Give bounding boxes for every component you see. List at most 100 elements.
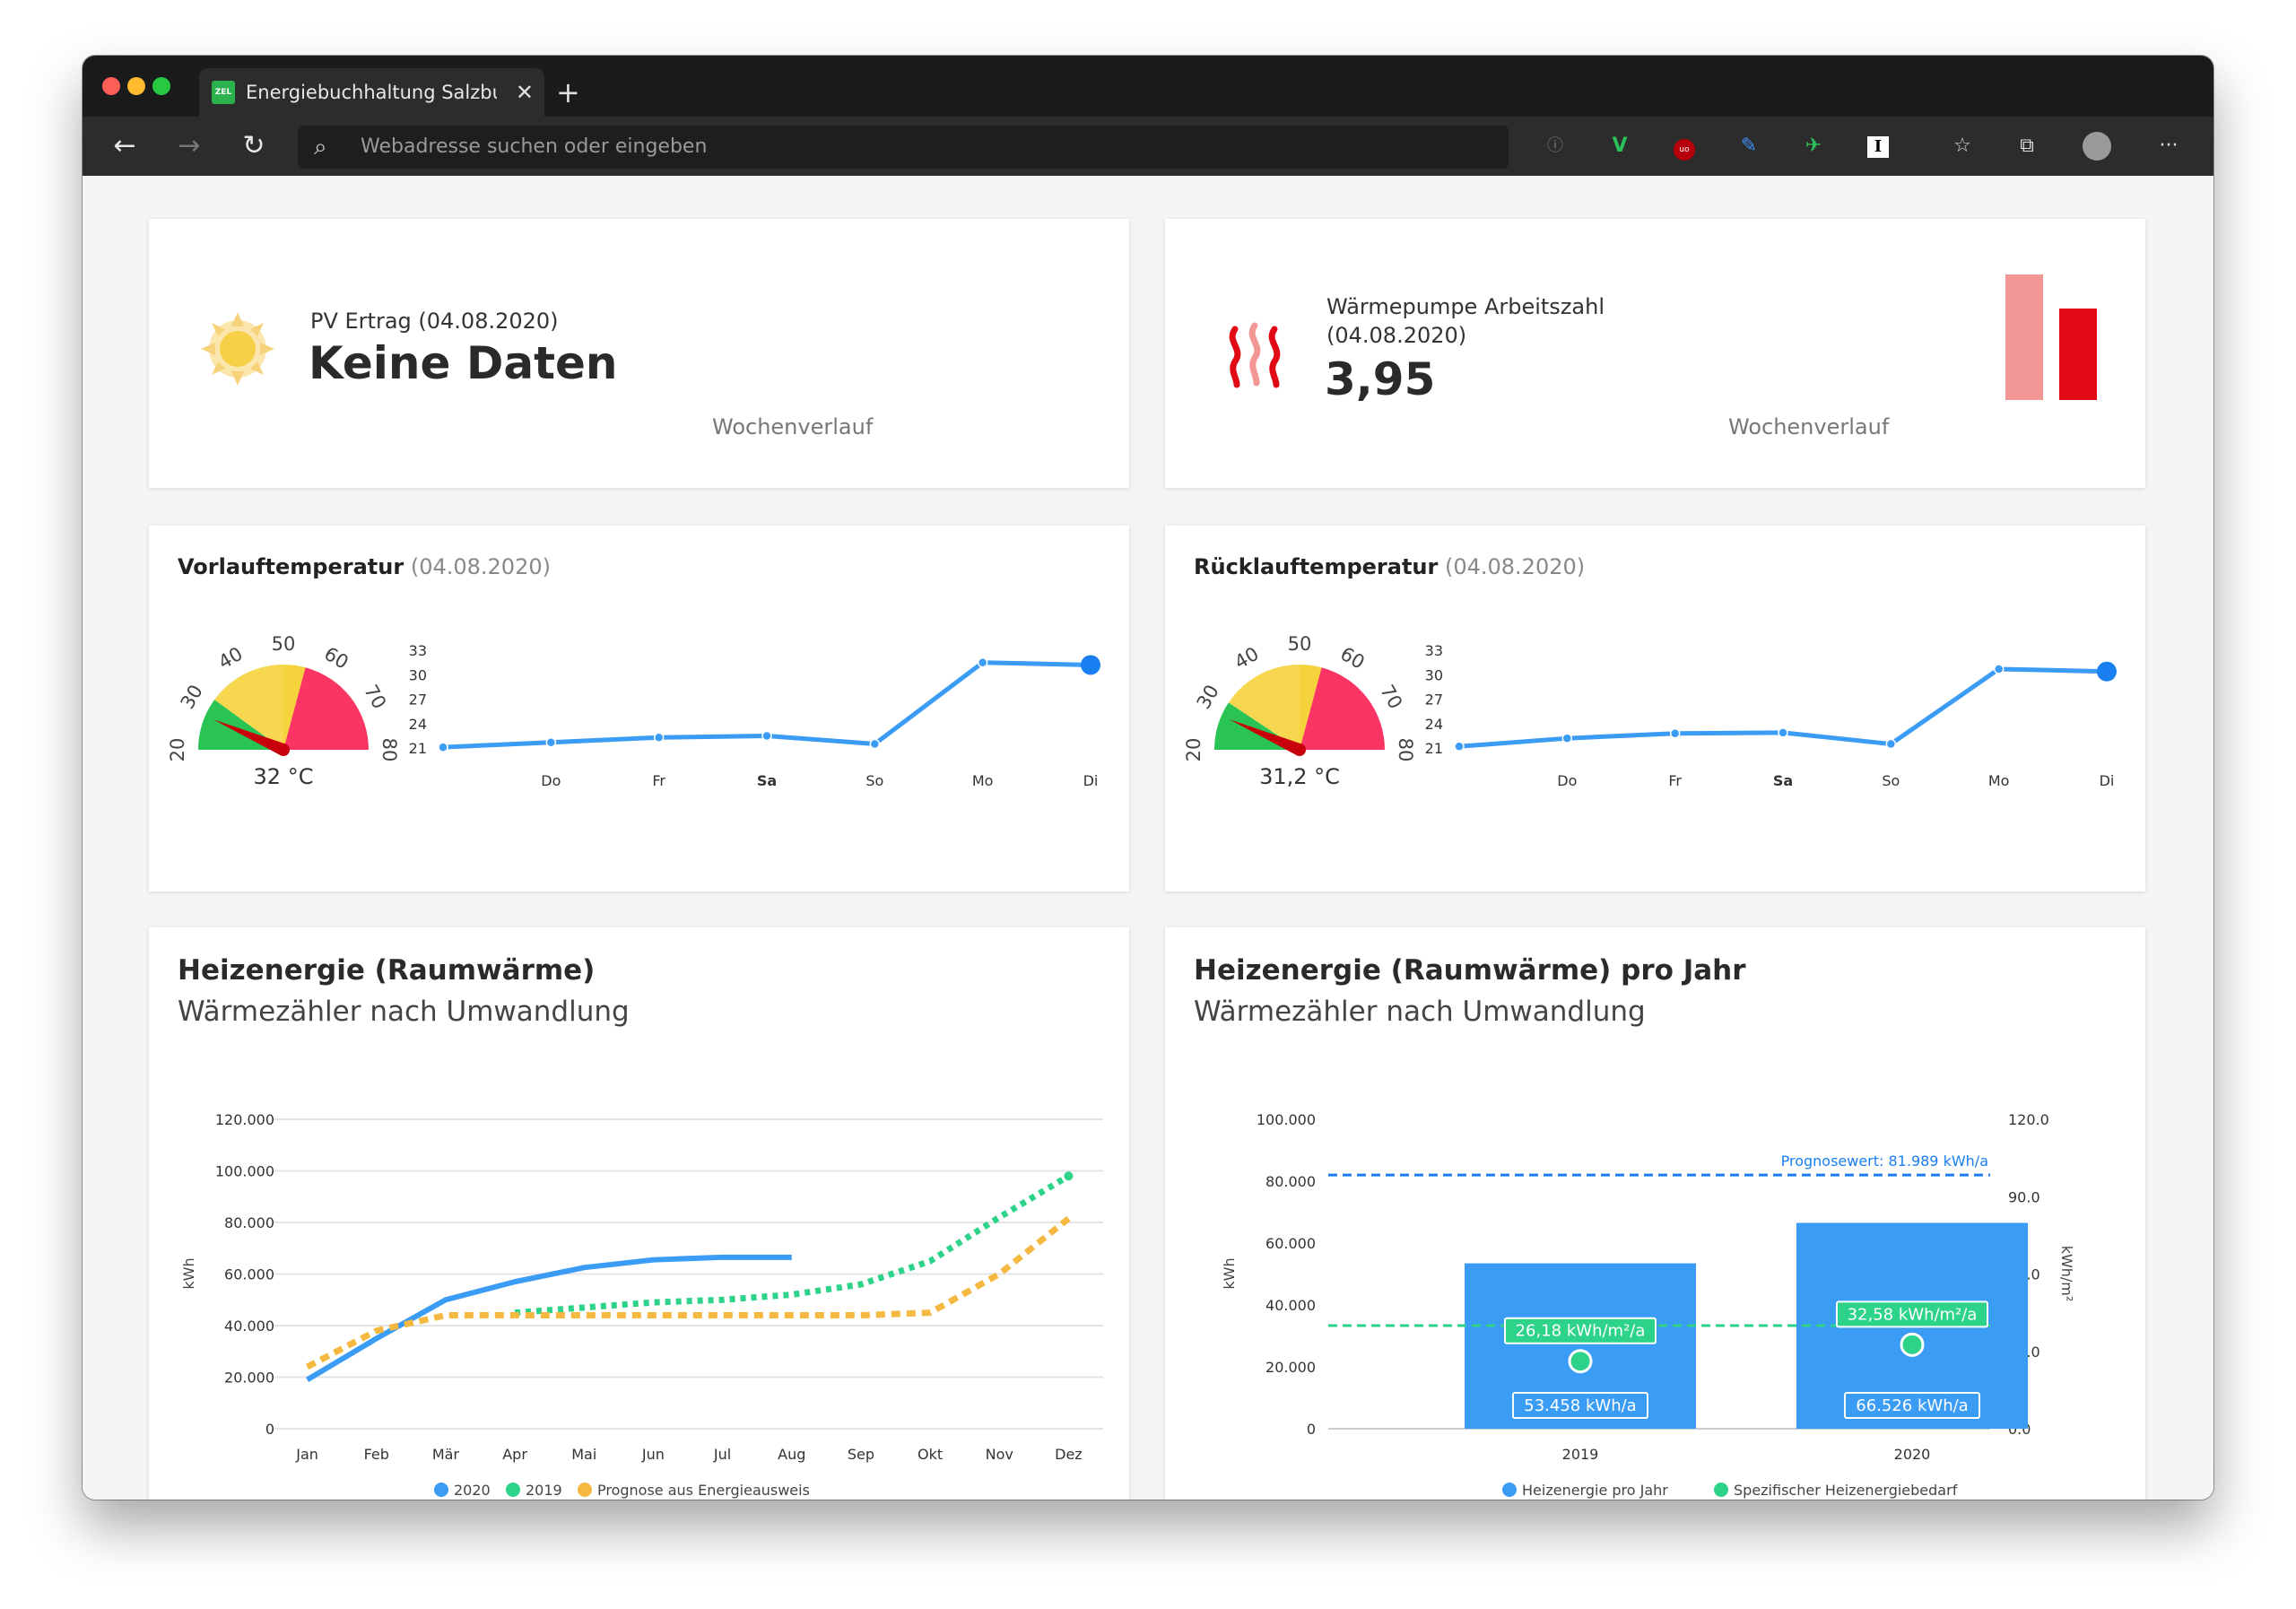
ruecklauf-gauge: 20 30 40 50 60 70 80 31,2 °C bbox=[1183, 633, 1416, 789]
vorlauf-week-xtick-Fr: Fr bbox=[652, 772, 665, 789]
jahr-ytick-60.000: 60.000 bbox=[1265, 1235, 1316, 1252]
jahr-y2tick-120.0: 120.0 bbox=[2008, 1111, 2049, 1128]
pv-wochenverlauf-link[interactable]: Wochenverlauf bbox=[712, 414, 874, 439]
monat-legend-marker-1 bbox=[506, 1483, 520, 1497]
heizenergie-jahr-chart: 020.00040.00060.00080.000100.0000.030.06… bbox=[1221, 1111, 2075, 1499]
ruecklauf-gauge-value: 31,2 °C bbox=[1259, 764, 1340, 789]
vorlauf-gauge-label-30: 30 bbox=[177, 681, 207, 712]
tab-close-icon[interactable]: ✕ bbox=[515, 80, 534, 105]
jahr-value-label-2019: 53.458 kWh/a bbox=[1524, 1396, 1636, 1415]
monat-xtick-Mär: Mär bbox=[432, 1446, 460, 1463]
monat-xtick-Apr: Apr bbox=[502, 1446, 527, 1463]
jahr-y2tick-90.0: 90.0 bbox=[2008, 1188, 2040, 1205]
vorlauf-week-chart: 21 24 27 30 33 Do Fr Sa So Mo Di bbox=[409, 642, 1100, 789]
pv-card: PV Ertrag (04.08.2020) Keine Daten Woche… bbox=[149, 219, 1129, 488]
tab-bar: ZEL Energiebuchhaltung Salzburg ✕ + bbox=[83, 56, 2213, 117]
monat-xtick-Sep: Sep bbox=[848, 1446, 874, 1463]
monat-ytick-20.000: 20.000 bbox=[224, 1370, 274, 1387]
ruecklauf-week-ytick-21: 21 bbox=[1425, 740, 1443, 757]
vorlauf-week-point-3 bbox=[761, 730, 772, 742]
back-icon[interactable]: ← bbox=[113, 130, 136, 161]
new-tab-button[interactable]: + bbox=[556, 75, 580, 109]
wp-bar-previous bbox=[2005, 274, 2043, 400]
ruecklauf-week-xtick-Fr: Fr bbox=[1668, 772, 1682, 789]
monat-legend-label-1: 2019 bbox=[526, 1482, 562, 1499]
ruecklauf-week-xtick-Sa: Sa bbox=[1773, 772, 1793, 789]
vorlauf-card: Vorlauftemperatur (04.08.2020) 20 30 40 50 6… bbox=[149, 526, 1129, 891]
ruecklauf-gauge-label-70: 70 bbox=[1376, 681, 1406, 712]
ruecklauf-week-point-5 bbox=[1993, 664, 2005, 674]
search-icon: ⌕ bbox=[314, 134, 327, 161]
vorlauf-week-xtick-Do: Do bbox=[541, 772, 561, 789]
close-window-button[interactable] bbox=[102, 77, 120, 95]
info-icon[interactable]: ⓘ bbox=[1547, 136, 1563, 155]
jahr-value-box-2019 bbox=[1512, 1392, 1648, 1419]
wp-bar-current bbox=[2059, 309, 2097, 400]
more-menu-icon[interactable]: ··· bbox=[2159, 135, 2179, 157]
jahr-ylabel: kWh bbox=[1221, 1257, 1238, 1289]
vorlauf-week-ytick-33: 33 bbox=[409, 642, 427, 659]
vorlauf-gauge-needle bbox=[213, 719, 286, 756]
ruecklauf-date: (04.08.2020) bbox=[1444, 554, 1586, 579]
profile-avatar[interactable] bbox=[2083, 132, 2111, 161]
ruecklauf-gauge-needle bbox=[1229, 719, 1302, 756]
jahr-value-box-2020 bbox=[1844, 1392, 1980, 1419]
jahr-xtick-2019: 2019 bbox=[1562, 1446, 1599, 1463]
pen-extension-icon[interactable]: ✎ bbox=[1740, 135, 1758, 157]
ruecklauf-week-point-0 bbox=[1454, 741, 1465, 752]
ruecklauf-gauge-label-50: 50 bbox=[1288, 633, 1312, 655]
vorlauf-week-xtick-Di: Di bbox=[1083, 772, 1099, 789]
minimize-window-button[interactable] bbox=[127, 77, 145, 95]
monat-legend-marker-2 bbox=[578, 1483, 592, 1497]
jahr-spec-box-2019 bbox=[1504, 1317, 1657, 1344]
wp-label-line2: (04.08.2020) bbox=[1326, 323, 1467, 348]
vorlauf-gauge-label-50: 50 bbox=[272, 633, 296, 655]
ublock-icon[interactable]: uo bbox=[1670, 132, 1699, 161]
ruecklauf-week-xtick-Do: Do bbox=[1557, 772, 1577, 789]
wp-wochenverlauf-link[interactable]: Wochenverlauf bbox=[1728, 414, 1890, 439]
tab-title: Energiebuchhaltung Salzburg bbox=[246, 82, 497, 103]
jahr-legend-marker-1 bbox=[1714, 1483, 1728, 1497]
ruecklauf-week-chart: 21 24 27 30 33 Do Fr Sa So Mo Di bbox=[1425, 642, 2117, 789]
zoom-window-button[interactable] bbox=[152, 77, 170, 95]
vorlauf-gauge-label-80: 80 bbox=[378, 738, 400, 762]
vorlauf-week-point-6 bbox=[1081, 655, 1100, 675]
browser-tab[interactable]: ZEL Energiebuchhaltung Salzburg ✕ bbox=[199, 68, 544, 117]
vorlauf-week-ytick-24: 24 bbox=[409, 716, 427, 733]
extension-v-icon[interactable]: V bbox=[1612, 135, 1628, 157]
monat-legend-label-2: Prognose aus Energieausweis bbox=[597, 1482, 810, 1499]
ruecklauf-gauge-label-60: 60 bbox=[1336, 643, 1368, 674]
page-content: PV Ertrag (04.08.2020) Keine Daten Woche… bbox=[83, 176, 2213, 1500]
collections-icon[interactable]: ⧉ bbox=[2020, 135, 2034, 157]
favicon-icon: ZEL bbox=[212, 81, 235, 104]
browser-window: ZEL Energiebuchhaltung Salzburg ✕ + ← → … bbox=[83, 56, 2213, 1500]
jahr-prognose-label: Prognosewert: 81.989 kWh/a bbox=[1781, 1152, 1988, 1170]
monat-series-1-endpoint bbox=[1064, 1171, 1074, 1181]
sun-icon bbox=[201, 312, 274, 386]
monat-xtick-Jun: Jun bbox=[641, 1446, 665, 1463]
ruecklauf-week-xtick-Di: Di bbox=[2100, 772, 2115, 789]
ruecklauf-gauge-zone-red bbox=[1300, 667, 1385, 750]
wp-label-line1: Wärmepumpe Arbeitszahl bbox=[1326, 294, 1605, 319]
ruecklauf-week-point-6 bbox=[2097, 661, 2117, 682]
jahr-value-label-2020: 66.526 kWh/a bbox=[1856, 1396, 1968, 1415]
browser-toolbar: ← → ↻ ⌕ Webadresse suchen oder eingeben … bbox=[83, 117, 2213, 176]
address-bar[interactable]: ⌕ Webadresse suchen oder eingeben bbox=[298, 126, 1509, 169]
vorlauf-week-ytick-21: 21 bbox=[409, 740, 427, 757]
monat-xtick-Jan: Jan bbox=[295, 1446, 318, 1463]
heizenergie-jahr-card: Heizenergie (Raumwärme) pro Jahr Wärmezä… bbox=[1165, 927, 2145, 1500]
reload-icon[interactable]: ↻ bbox=[242, 130, 265, 161]
bird-extension-icon[interactable]: ✈ bbox=[1805, 135, 1822, 157]
vorlauf-week-ytick-27: 27 bbox=[409, 691, 427, 709]
vorlauf-gauge-value: 32 °C bbox=[254, 764, 314, 789]
monat-ytick-40.000: 40.000 bbox=[224, 1318, 274, 1335]
vorlauf-gauge-label-40: 40 bbox=[214, 643, 246, 674]
vorlauf-week-ytick-30: 30 bbox=[409, 666, 427, 683]
instapaper-icon[interactable]: I bbox=[1864, 132, 1892, 161]
forward-icon[interactable]: → bbox=[178, 130, 201, 161]
monat-ytick-0: 0 bbox=[265, 1421, 274, 1438]
favorites-icon[interactable]: ☆ bbox=[1953, 135, 1971, 157]
vorlauf-week-point-2 bbox=[653, 732, 665, 744]
monat-xtick-Dez: Dez bbox=[1055, 1446, 1083, 1463]
monat-xtick-Jul: Jul bbox=[713, 1446, 731, 1463]
